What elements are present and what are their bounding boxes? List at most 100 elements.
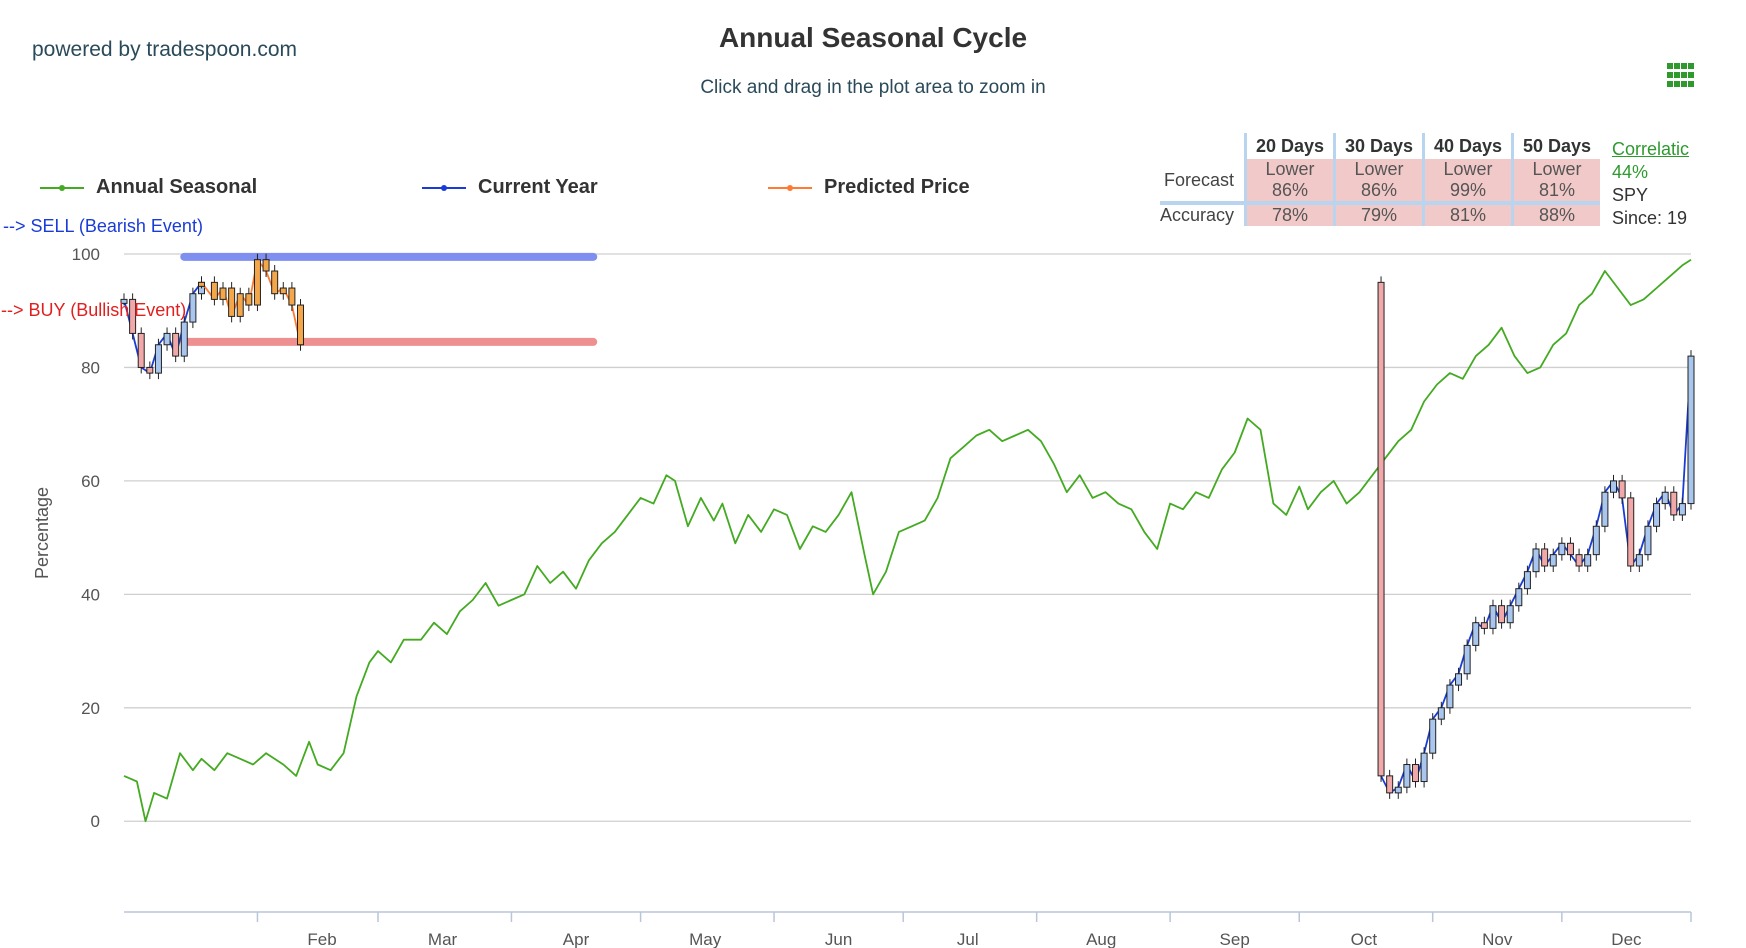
candle-current-year	[129, 298, 137, 334]
candle-predicted-price	[253, 259, 261, 306]
correlation-panel: Correlatic 44% SPY Since: 19	[1612, 138, 1694, 230]
x-tick-label: Apr	[563, 930, 590, 948]
candle-current-year	[1627, 497, 1635, 567]
candle-current-year	[1601, 491, 1609, 527]
forecast-table: 20 Days 30 Days 40 Days 50 Days Forecast…	[1160, 133, 1601, 226]
buy-annotation: 7$ --> BUY (Bullish Event)	[0, 300, 187, 320]
candle-current-year	[1463, 644, 1471, 675]
candle-current-year	[1480, 622, 1488, 629]
candle-current-year	[189, 293, 197, 323]
candle-current-year	[1523, 571, 1531, 590]
candle-current-year	[1420, 752, 1428, 783]
candle-current-year	[180, 321, 188, 357]
y-tick-label: 20	[81, 699, 100, 718]
since-label: Since: 19	[1612, 208, 1688, 228]
x-tick-label: Jul	[957, 930, 979, 948]
candle-current-year	[1506, 605, 1514, 624]
candle-current-year	[1489, 605, 1497, 629]
series-line-annual-seasonal	[123, 258, 1692, 823]
candle-current-year	[1377, 281, 1385, 777]
forecast-cell: Lower 99%	[1422, 159, 1512, 201]
candle-current-year	[1610, 480, 1618, 493]
accuracy-cell: 78%	[1244, 201, 1334, 226]
x-tick-label: Aug	[1086, 930, 1116, 948]
sell-annotation: 4$ --> SELL (Bearish Event)	[0, 216, 203, 236]
candle-current-year	[1472, 622, 1480, 646]
y-tick-label: 40	[81, 585, 100, 604]
forecast-cell: Lower 81%	[1511, 159, 1601, 201]
x-tick-label: Sep	[1220, 930, 1250, 948]
candle-predicted-price	[245, 293, 253, 306]
candle-current-year	[1455, 673, 1463, 686]
candle-current-year	[1498, 605, 1506, 624]
forecast-row-label: Forecast	[1164, 169, 1235, 190]
legend-label: Predicted Price	[824, 176, 970, 198]
candle-predicted-price	[271, 270, 279, 295]
accuracy-cell: 88%	[1511, 201, 1601, 226]
candle-current-year	[172, 332, 180, 357]
table-header: 20 Days	[1244, 133, 1333, 159]
x-tick-label: May	[689, 930, 722, 948]
candle-current-year	[1429, 718, 1437, 754]
chart-subtitle: Click and drag in the plot area to zoom …	[700, 77, 1046, 98]
candle-current-year	[1437, 707, 1445, 720]
legend-current-year[interactable]: Current Year	[422, 176, 598, 199]
candle-predicted-price	[197, 281, 205, 287]
candle-current-year	[1446, 684, 1454, 709]
y-axis-title: Percentage	[32, 487, 52, 579]
candle-current-year	[1618, 480, 1626, 499]
candle-predicted-price	[279, 287, 287, 295]
y-tick-label: 60	[81, 472, 100, 491]
candle-predicted-price	[210, 281, 218, 300]
candle-predicted-price	[297, 304, 305, 346]
candle-current-year	[1515, 588, 1523, 607]
accuracy-cell: 81%	[1422, 201, 1512, 226]
candle-current-year	[1403, 764, 1411, 788]
chart-title: Annual Seasonal Cycle	[718, 22, 1028, 53]
table-header: 30 Days	[1333, 133, 1422, 159]
x-tick-label: Dec	[1611, 930, 1642, 948]
series-line-current-year	[123, 281, 203, 375]
candle-current-year	[120, 298, 128, 304]
candle-predicted-price	[228, 287, 236, 317]
candle-predicted-price	[219, 287, 227, 300]
legend-swatch-annual-seasonal	[40, 182, 84, 194]
y-tick-label: 100	[72, 245, 100, 264]
candle-current-year	[1386, 775, 1394, 794]
candle-current-year	[1644, 525, 1652, 556]
table-header: 50 Days	[1511, 133, 1600, 159]
x-tick-label: Feb	[307, 930, 336, 948]
candle-current-year	[1532, 548, 1540, 573]
legend-predicted-price[interactable]: Predicted Price	[768, 176, 970, 199]
y-tick-label: 80	[81, 358, 100, 377]
x-tick-label: Nov	[1482, 930, 1513, 948]
legend-annual-seasonal[interactable]: Annual Seasonal	[40, 176, 257, 199]
candle-current-year	[137, 332, 145, 368]
candle-current-year	[1687, 355, 1695, 505]
table-header: 40 Days	[1422, 133, 1511, 159]
legend-swatch-predicted-price	[768, 182, 812, 194]
candle-current-year	[1575, 554, 1583, 567]
correlation-link[interactable]: Correlatic	[1612, 139, 1690, 159]
accuracy-cell: 79%	[1333, 201, 1423, 226]
candle-current-year	[1678, 503, 1686, 516]
candle-current-year	[163, 332, 171, 346]
candle-predicted-price	[288, 287, 296, 306]
legend-label: Current Year	[478, 176, 598, 198]
candle-current-year	[154, 344, 162, 374]
candle-current-year	[1592, 525, 1600, 556]
candle-current-year	[1558, 542, 1566, 556]
powered-by-label: powered by tradespoon.com	[32, 38, 297, 61]
x-tick-label: Jun	[825, 930, 852, 948]
legend-swatch-current-year	[422, 182, 466, 194]
candle-predicted-price	[262, 259, 270, 272]
legend-label: Annual Seasonal	[96, 176, 258, 198]
candle-predicted-price	[236, 293, 244, 317]
candle-current-year	[1394, 786, 1402, 794]
grid-menu-icon[interactable]	[1667, 63, 1695, 89]
candle-current-year	[1549, 554, 1557, 567]
candle-current-year	[1541, 548, 1549, 567]
candle-current-year	[1661, 491, 1669, 505]
candle-current-year	[146, 366, 154, 374]
